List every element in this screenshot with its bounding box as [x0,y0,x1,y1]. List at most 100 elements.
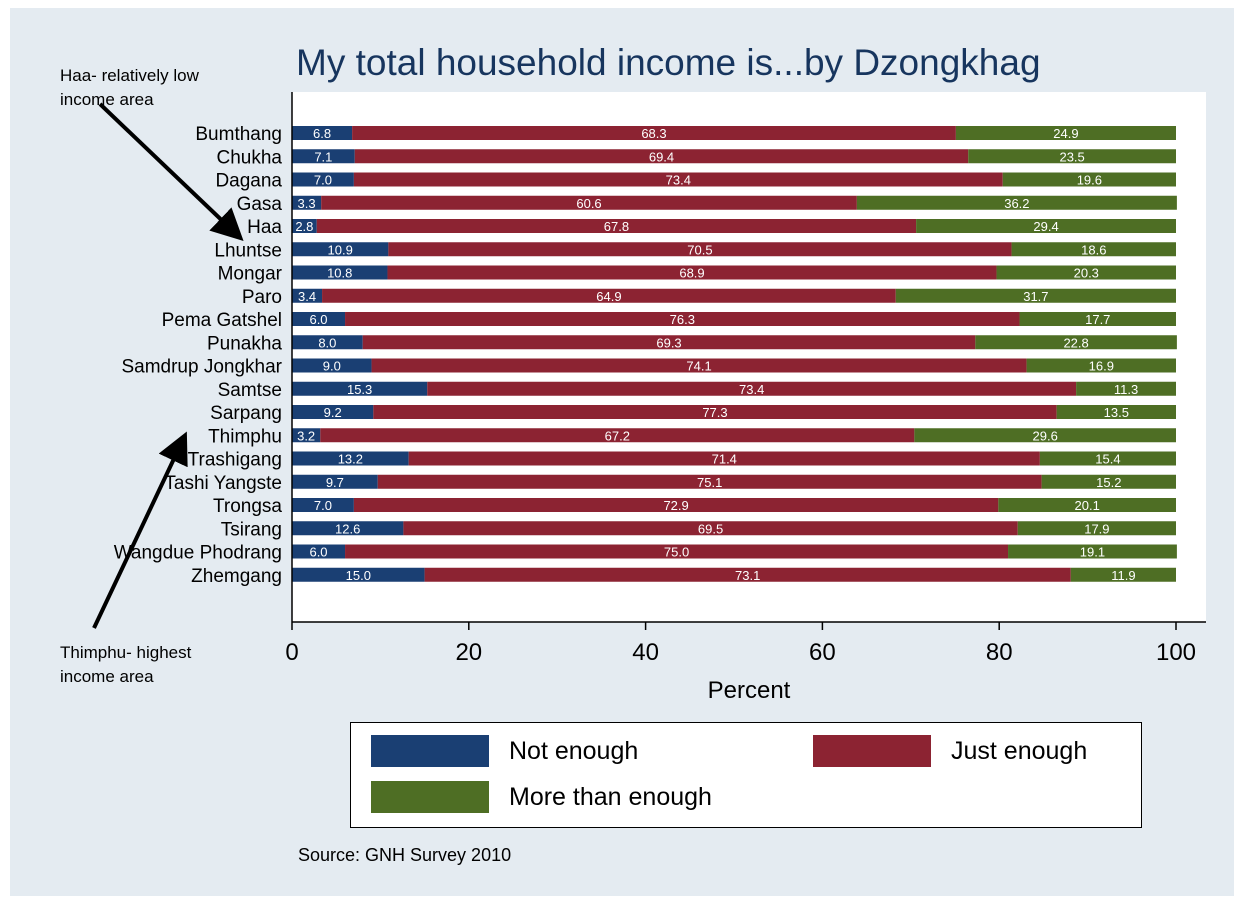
category-label-pema-gatshel: Pema Gatshel [162,310,282,331]
data-label-not-enough-dagana: 7.0 [314,173,332,188]
bar-just-enough-punakha [362,335,976,350]
bar-just-enough-tsirang [403,521,1018,536]
data-label-more-than-enough-zhemgang: 11.9 [1111,568,1135,583]
bar-not-enough-punakha [292,335,363,350]
data-label-more-than-enough-bumthang: 24.9 [1053,126,1078,141]
bar-more-than-enough-gasa [856,195,1177,210]
data-label-just-enough-chukha: 69.4 [649,149,674,164]
x-tick-label-60: 60 [809,639,836,666]
data-label-more-than-enough-sarpang: 13.5 [1104,405,1129,420]
data-label-more-than-enough-chukha: 23.5 [1059,149,1084,164]
legend-label-not-enough: Not enough [509,737,639,765]
bar-not-enough-dagana [292,172,354,187]
data-label-more-than-enough-lhuntse: 18.6 [1081,242,1106,257]
data-label-more-than-enough-haa: 29.4 [1033,219,1058,234]
bar-not-enough-bumthang [292,126,353,140]
bar-more-than-enough-thimphu [914,428,1176,443]
data-label-more-than-enough-mongar: 20.3 [1074,266,1099,281]
bar-more-than-enough-wangdue-phodrang [1008,544,1177,559]
bar-not-enough-samtse [292,381,428,396]
bar-more-than-enough-trongsa [998,498,1176,512]
category-label-bumthang: Bumthang [195,124,282,145]
data-label-just-enough-punakha: 69.3 [656,335,681,350]
data-label-more-than-enough-thimphu: 29.6 [1033,428,1058,443]
bar-not-enough-lhuntse [292,242,389,257]
data-label-not-enough-samtse: 15.3 [347,382,372,397]
bar-not-enough-tsirang [292,521,404,536]
category-label-tsirang: Tsirang [221,519,282,540]
x-tick-label-20: 20 [455,639,482,666]
bar-just-enough-thimphu [320,428,915,443]
bar-just-enough-paro [322,288,896,303]
data-label-not-enough-punakha: 8.0 [318,335,336,350]
data-label-not-enough-haa: 2.8 [295,219,313,234]
bar-more-than-enough-dagana [1002,172,1176,187]
bar-not-enough-haa [292,219,317,233]
category-label-chukha: Chukha [217,147,283,168]
data-label-not-enough-mongar: 10.8 [327,266,352,281]
data-label-not-enough-sarpang: 9.2 [324,405,342,420]
category-label-lhuntse: Lhuntse [214,240,282,261]
bar-not-enough-gasa [292,195,322,210]
legend-swatch-more-than-enough [371,781,489,813]
data-label-just-enough-tashi-yangste: 75.1 [697,475,722,490]
category-label-thimphu: Thimphu [208,426,282,447]
data-label-just-enough-thimphu: 67.2 [605,428,630,443]
data-label-just-enough-paro: 64.9 [596,289,621,304]
bar-just-enough-wangdue-phodrang [345,544,1009,559]
category-label-haa: Haa [247,217,282,238]
bar-more-than-enough-pema-gatshel [1019,312,1176,326]
thimphu-annotation: Thimphu- highest income area [60,643,192,686]
bar-more-than-enough-trashigang [1039,451,1176,466]
bar-more-than-enough-lhuntse [1011,242,1176,257]
bar-more-than-enough-haa [916,219,1176,233]
category-label-punakha: Punakha [207,333,282,354]
bar-more-than-enough-tashi-yangste [1041,474,1176,489]
data-label-more-than-enough-pema-gatshel: 17.7 [1085,312,1110,327]
bar-not-enough-zhemgang [292,567,425,582]
bar-just-enough-gasa [321,195,857,210]
chart-title: My total household income is...by Dzongk… [296,42,1041,83]
data-label-just-enough-bumthang: 68.3 [641,126,666,141]
data-label-just-enough-sarpang: 77.3 [702,405,727,420]
data-label-just-enough-mongar: 68.9 [679,266,704,281]
category-label-trashigang: Trashigang [188,450,282,471]
data-label-just-enough-haa: 67.8 [604,219,629,234]
source-note: Source: GNH Survey 2010 [298,845,512,865]
data-label-just-enough-trongsa: 72.9 [663,498,688,513]
data-label-more-than-enough-trongsa: 20.1 [1075,498,1100,513]
data-label-just-enough-dagana: 73.4 [666,173,691,188]
data-label-not-enough-tashi-yangste: 9.7 [326,475,344,490]
bar-just-enough-trongsa [353,498,999,512]
data-label-not-enough-pema-gatshel: 6.0 [309,312,327,327]
bar-just-enough-pema-gatshel [345,312,1020,326]
category-label-paro: Paro [242,287,282,308]
bar-more-than-enough-paro [895,288,1176,303]
bar-not-enough-sarpang [292,405,374,419]
data-label-more-than-enough-samdrup-jongkhar: 16.9 [1089,359,1114,374]
legend-label-more-than-enough: More than enough [509,783,712,811]
bar-just-enough-dagana [353,172,1003,187]
category-label-sarpang: Sarpang [210,403,282,424]
data-label-more-than-enough-samtse: 11.3 [1114,382,1138,397]
bar-not-enough-mongar [292,265,388,280]
legend-swatch-not-enough [371,735,489,767]
category-label-samtse: Samtse [218,380,282,401]
data-label-not-enough-paro: 3.4 [298,289,316,304]
data-label-just-enough-samtse: 73.4 [739,382,764,397]
data-label-not-enough-wangdue-phodrang: 6.0 [309,545,327,560]
bar-more-than-enough-tsirang [1017,521,1176,536]
category-label-tashi-yangste: Tashi Yangste [164,473,282,494]
category-label-mongar: Mongar [218,264,283,285]
data-label-just-enough-trashigang: 71.4 [712,452,737,467]
category-label-trongsa: Trongsa [213,496,282,517]
bar-just-enough-lhuntse [388,242,1012,257]
x-axis-label: Percent [708,677,791,704]
data-label-just-enough-zhemgang: 73.1 [735,568,760,583]
bar-more-than-enough-sarpang [1056,405,1176,419]
data-label-not-enough-gasa: 3.3 [298,196,316,211]
data-label-not-enough-samdrup-jongkhar: 9.0 [323,359,341,374]
data-label-not-enough-bumthang: 6.8 [313,126,331,141]
bar-just-enough-trashigang [408,451,1040,466]
data-label-not-enough-chukha: 7.1 [314,149,332,164]
